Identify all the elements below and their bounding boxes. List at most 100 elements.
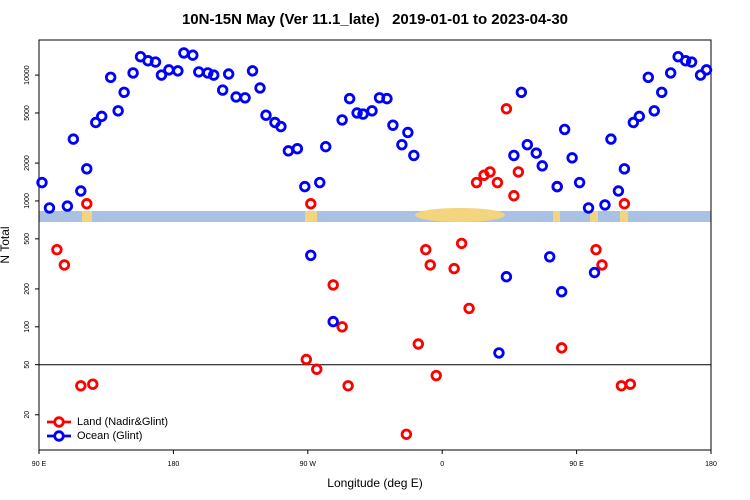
point	[43, 202, 56, 214]
point	[178, 47, 190, 59]
point	[536, 160, 548, 172]
land-shape	[620, 211, 628, 222]
y-tick-label: 2000	[24, 155, 31, 171]
x-tick-label: 0	[440, 461, 444, 468]
land-shape	[82, 211, 92, 222]
point	[618, 163, 631, 175]
x-tick-label: 180	[168, 461, 180, 468]
point	[624, 378, 637, 390]
y-tick-label: 50	[24, 361, 31, 369]
point	[36, 176, 48, 189]
point	[530, 147, 542, 159]
chart-title: 10N-15N May (Ver 11.1_late) 2019-01-01 t…	[182, 11, 568, 28]
plot-frame	[38, 39, 712, 451]
x-tick-label: 90 W	[300, 461, 317, 468]
point	[275, 120, 287, 133]
legend-label: Land (Nadir&Glint)	[77, 416, 168, 428]
point	[612, 185, 625, 197]
point	[230, 91, 242, 103]
point	[351, 107, 363, 119]
point	[484, 166, 496, 178]
x-tick-label: 90 E	[569, 461, 584, 468]
point	[508, 149, 520, 162]
point	[155, 69, 168, 81]
point	[463, 302, 475, 315]
point	[112, 105, 124, 117]
point	[300, 353, 313, 366]
point	[558, 123, 571, 136]
y-axis-label: N Total	[0, 226, 12, 263]
point	[412, 338, 425, 350]
legend-label: Ocean (Glint)	[77, 430, 142, 442]
point	[500, 103, 513, 115]
legend-marker	[53, 416, 65, 428]
point	[420, 243, 432, 256]
point	[512, 166, 525, 178]
point	[75, 380, 87, 392]
point	[544, 251, 556, 263]
y-tick-label: 10000	[24, 65, 31, 85]
point	[491, 176, 504, 189]
point	[633, 110, 646, 123]
point	[222, 68, 235, 80]
point	[327, 279, 339, 291]
point	[599, 199, 611, 211]
point	[588, 266, 601, 279]
point	[87, 378, 99, 390]
point	[61, 200, 74, 212]
point	[396, 138, 408, 151]
point	[81, 198, 93, 210]
point	[470, 176, 483, 189]
point	[320, 140, 332, 153]
point	[75, 185, 87, 197]
point	[291, 143, 304, 155]
point	[260, 109, 272, 121]
point	[566, 152, 578, 164]
point	[149, 56, 162, 68]
point	[282, 145, 295, 157]
point	[555, 286, 568, 298]
point	[90, 116, 102, 129]
point	[400, 428, 413, 440]
point	[299, 180, 311, 193]
point	[81, 163, 93, 175]
point	[679, 55, 692, 67]
point	[402, 126, 414, 139]
land-shape	[590, 211, 598, 222]
point	[357, 108, 369, 120]
point	[455, 237, 468, 250]
point	[193, 66, 205, 78]
point	[618, 198, 631, 210]
point	[551, 180, 563, 193]
point	[381, 92, 393, 105]
point	[596, 259, 608, 271]
point	[118, 86, 130, 98]
point	[104, 71, 117, 84]
point	[336, 321, 348, 333]
point	[311, 363, 323, 375]
point	[343, 92, 356, 105]
legend-marker	[53, 430, 65, 442]
point	[515, 86, 528, 98]
point	[656, 86, 668, 98]
point	[685, 56, 698, 68]
point	[254, 82, 266, 94]
point	[305, 249, 317, 261]
point	[51, 243, 63, 256]
point	[590, 243, 602, 256]
point	[127, 67, 139, 79]
series	[36, 47, 713, 359]
point	[430, 369, 442, 382]
point	[314, 176, 326, 189]
point	[58, 259, 71, 271]
point	[555, 342, 568, 354]
point	[615, 380, 628, 392]
point	[246, 65, 259, 77]
y-tick-label: 5000	[24, 105, 31, 121]
point	[187, 49, 199, 61]
point	[96, 110, 108, 123]
ocean-band	[39, 211, 711, 222]
point	[408, 149, 420, 162]
point	[627, 116, 640, 129]
point	[387, 119, 399, 131]
